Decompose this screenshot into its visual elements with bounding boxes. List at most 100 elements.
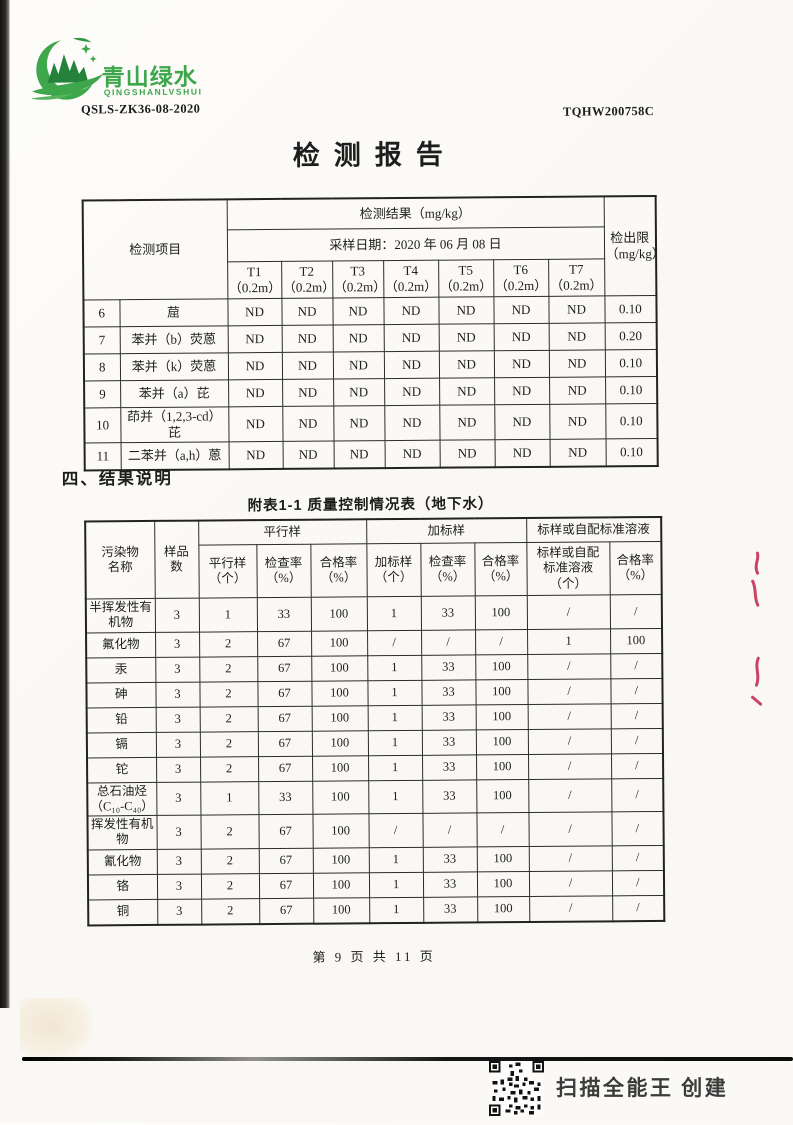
result-value: ND: [383, 297, 439, 325]
qc-value: 33: [422, 779, 477, 814]
page-number: 第 9 页 共 11 页: [312, 948, 436, 965]
result-value: ND: [227, 352, 283, 380]
qc-table-caption: 附表1-1 质量控制情况表（地下水）: [247, 496, 494, 515]
qc-value: /: [527, 703, 611, 730]
result-value: ND: [494, 404, 550, 440]
qc-value: /: [526, 594, 611, 630]
qc-value: /: [421, 629, 476, 655]
qc-value: /: [527, 678, 611, 705]
brand-subname: QINGSHANLVSHUI: [103, 86, 203, 98]
detection-limit-value: 0.10: [604, 295, 657, 323]
qc-value: /: [476, 812, 529, 847]
qc-value: 3: [156, 756, 201, 782]
qc-value: 2: [200, 873, 260, 899]
qc-value: 2: [199, 656, 258, 682]
qc-value: /: [527, 653, 611, 680]
qc-value: 33: [420, 595, 476, 630]
qc-value: 3: [155, 706, 200, 732]
qc-value: 67: [258, 847, 313, 874]
result-value: ND: [333, 405, 385, 441]
qc-value: 33: [423, 896, 478, 923]
qc-value: 33: [421, 654, 476, 680]
qc-value: 2: [200, 756, 259, 782]
detection-limit-value: 0.10: [605, 403, 658, 439]
qc-value: 67: [258, 814, 313, 849]
qc-value: /: [528, 845, 612, 871]
qc-value: 67: [258, 872, 314, 899]
qc-value: 1: [369, 896, 424, 923]
result-value: ND: [281, 298, 333, 326]
qc-value: 33: [422, 754, 477, 780]
check-rate-header: 检查率 （%）: [256, 544, 311, 598]
corner-header: 检测项目: [82, 199, 228, 300]
qc-value: 1: [527, 628, 611, 655]
qc-value: 100: [475, 679, 528, 705]
result-value: ND: [227, 325, 282, 353]
pollutant-name: 镉: [86, 731, 157, 758]
result-value: ND: [548, 295, 605, 324]
qc-value: 67: [257, 630, 312, 657]
qc-value: 1: [200, 781, 259, 816]
qc-value: 100: [313, 897, 370, 924]
result-value: ND: [549, 403, 606, 440]
qc-value: 100: [311, 680, 368, 706]
qc-value: 3: [156, 815, 201, 849]
sampling-date-header: 采样日期：2020 年 06 月 08 日: [226, 226, 605, 262]
sample-column-header: T2 （0.2m）: [281, 261, 335, 299]
qc-value: 100: [475, 704, 528, 730]
pollutant-name: 半挥发性有机物: [85, 598, 156, 633]
qc-value: 3: [155, 731, 201, 757]
result-value: ND: [494, 439, 550, 467]
row-number: 6: [83, 299, 120, 327]
qc-value: 100: [312, 780, 369, 815]
scan-bottom-edge: [22, 1057, 793, 1061]
qc-value: 3: [156, 781, 201, 816]
result-value: ND: [493, 296, 549, 324]
qc-value: /: [528, 870, 613, 896]
qr-code-icon: [489, 1061, 544, 1116]
qc-value: 1: [367, 654, 422, 681]
qc-value: /: [610, 702, 663, 729]
qc-value: /: [610, 727, 664, 754]
qc-value: /: [611, 752, 664, 779]
qc-value: /: [475, 629, 528, 655]
qc-value: 1: [366, 596, 422, 631]
row-number: 9: [84, 380, 121, 408]
qc-value: 3: [155, 656, 200, 682]
qc-value: /: [528, 778, 612, 813]
pollutant-name: 铊: [87, 756, 157, 783]
qc-value: /: [528, 811, 612, 846]
detection-limit-value: 0.10: [605, 376, 658, 404]
qc-value: 100: [476, 870, 530, 897]
row-number: 7: [83, 326, 120, 354]
qc-value: /: [611, 869, 665, 896]
pass-rate-header: 合格率 （%）: [310, 543, 367, 598]
qc-value: 1: [367, 729, 423, 756]
check-rate-header: 检查率 （%）: [420, 542, 475, 597]
qc-value: 2: [200, 814, 259, 849]
qc-value: 1: [368, 779, 423, 814]
result-value: ND: [228, 406, 283, 442]
results-table: 检测项目 检测结果（mg/kg） 检出限 （mg/kg） 采样日期：2020 年…: [81, 194, 665, 472]
sample-column-header: T7 （0.2m）: [548, 258, 605, 297]
sample-column-header: T5 （0.2m）: [438, 259, 494, 298]
pollutant-name: 铅: [86, 706, 156, 733]
detection-limit-header: 检出限 （mg/kg）: [603, 195, 665, 296]
analyte-name: 苯并（a）芘: [120, 379, 229, 408]
pollutant-name: 总石油烃（C₁₀-C₄₀）: [87, 781, 157, 816]
qc-value: 1: [368, 871, 424, 898]
qc-value: 100: [311, 730, 369, 756]
result-value: ND: [282, 440, 334, 469]
analyte-name: 苯并（k）荧蒽: [119, 352, 229, 381]
qc-value: 3: [155, 681, 200, 707]
qc-value: 100: [311, 705, 368, 731]
qc-value: 100: [311, 630, 368, 656]
parallel-count-header: 平行样 （个）: [198, 544, 257, 599]
qc-value: 2: [201, 898, 260, 925]
qc-value: 100: [312, 755, 369, 781]
result-value: ND: [494, 377, 550, 405]
qc-value: 67: [257, 705, 312, 732]
qc-value: 2: [199, 681, 258, 707]
analyte-name: 䓛: [119, 298, 228, 327]
qc-value: /: [609, 594, 663, 629]
